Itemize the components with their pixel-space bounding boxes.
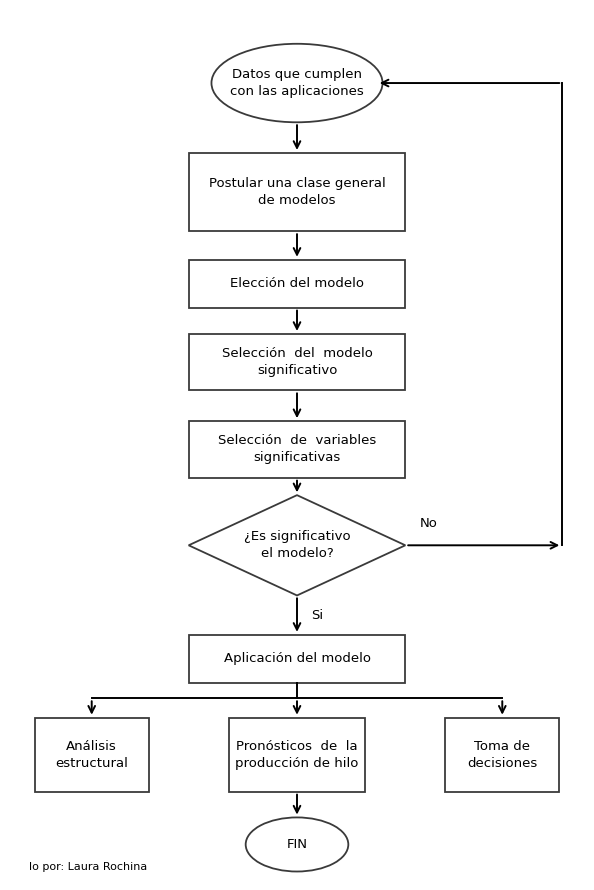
Text: Datos que cumplen
con las aplicaciones: Datos que cumplen con las aplicaciones	[230, 68, 364, 98]
Text: Selección  del  modelo
significativo: Selección del modelo significativo	[222, 347, 372, 377]
Text: Selección  de  variables
significativas: Selección de variables significativas	[218, 434, 376, 465]
Text: Elección del modelo: Elección del modelo	[230, 277, 364, 290]
FancyBboxPatch shape	[34, 717, 148, 792]
Text: Pronósticos  de  la
producción de hilo: Pronósticos de la producción de hilo	[235, 740, 359, 770]
Text: No: No	[419, 516, 437, 530]
Text: Si: Si	[311, 609, 323, 621]
Text: Postular una clase general
de modelos: Postular una clase general de modelos	[208, 177, 386, 207]
Text: Análisis
estructural: Análisis estructural	[55, 740, 128, 770]
FancyBboxPatch shape	[189, 421, 405, 478]
FancyBboxPatch shape	[189, 334, 405, 391]
Polygon shape	[189, 495, 405, 595]
Text: Aplicación del modelo: Aplicación del modelo	[223, 652, 371, 665]
FancyBboxPatch shape	[229, 717, 365, 792]
FancyBboxPatch shape	[189, 635, 405, 683]
FancyBboxPatch shape	[189, 260, 405, 308]
Text: lo por: Laura Rochina: lo por: Laura Rochina	[29, 862, 147, 872]
FancyBboxPatch shape	[189, 153, 405, 231]
FancyBboxPatch shape	[446, 717, 560, 792]
Text: FIN: FIN	[286, 838, 308, 851]
Ellipse shape	[211, 44, 383, 122]
Text: Toma de
decisiones: Toma de decisiones	[467, 740, 538, 770]
Text: ¿Es significativo
el modelo?: ¿Es significativo el modelo?	[244, 530, 350, 561]
Ellipse shape	[246, 817, 348, 871]
